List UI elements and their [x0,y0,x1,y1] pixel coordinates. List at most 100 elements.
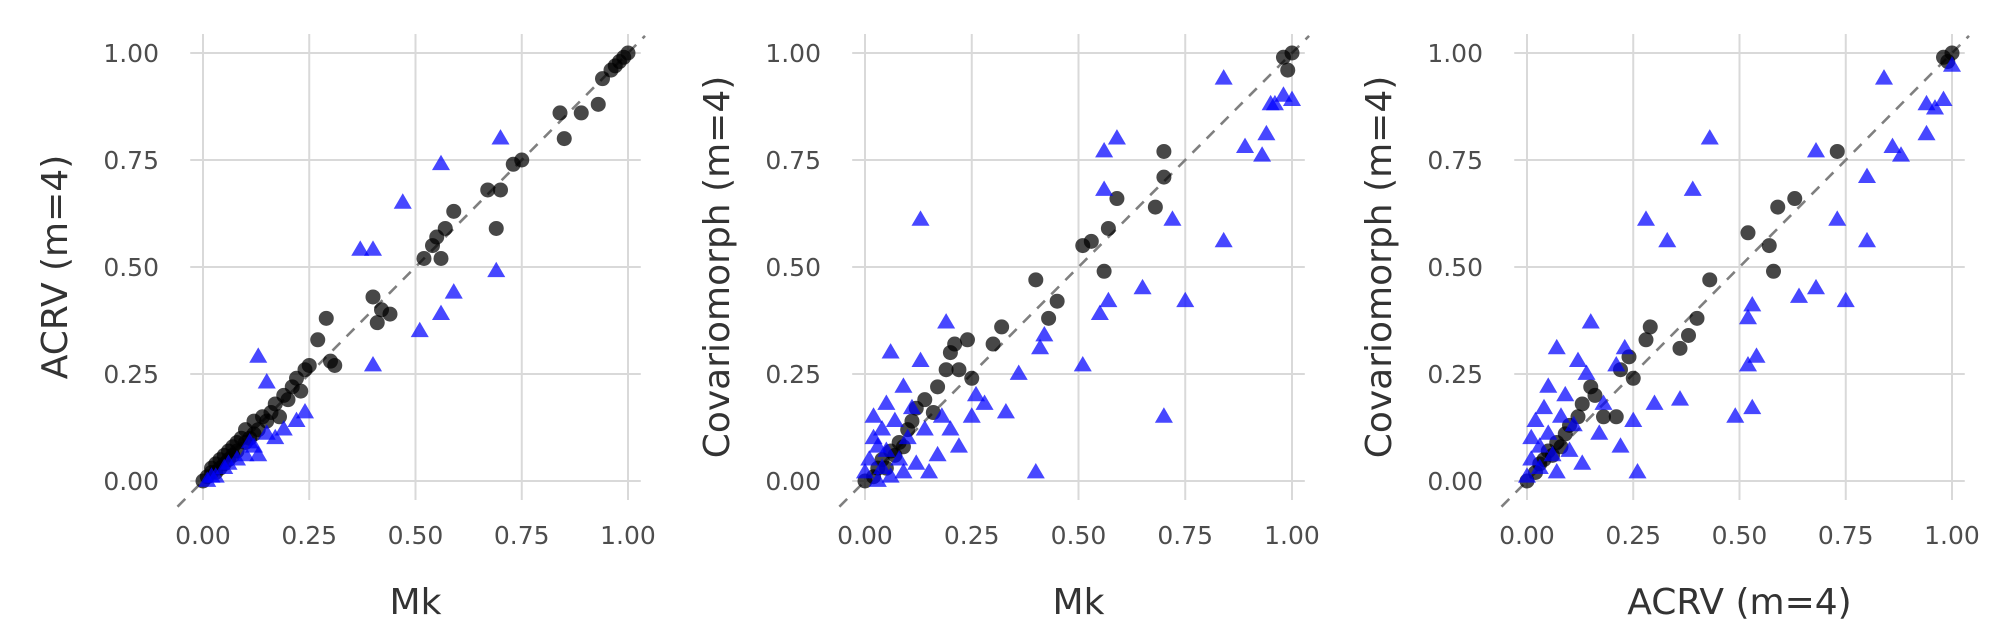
data-point-triangle [1789,287,1809,303]
data-point-circle [994,319,1010,335]
data-point-circle [947,336,963,352]
data-point-triangle [1590,424,1609,440]
y-tick-label: 0.50 [1427,253,1483,282]
data-point-circle [1156,169,1172,185]
data-point-circle [327,357,343,373]
data-point-circle [480,182,496,198]
data-point-circle [1740,225,1756,241]
data-point-circle [917,392,933,408]
y-tick-label: 0.75 [1427,146,1483,175]
data-point-triangle [1738,355,1758,372]
data-point-triangle [915,420,934,436]
x-tick-label: 0.00 [1499,521,1555,550]
data-point-triangle [894,377,913,393]
data-point-triangle [1543,445,1562,462]
data-point-triangle [1934,90,1953,106]
data-point-triangle [1517,467,1537,483]
data-point-circle [1625,370,1641,386]
data-point-triangle [1645,394,1664,410]
data-point-circle [1156,143,1172,159]
data-point-triangle [227,450,247,466]
data-point-triangle [491,129,510,145]
data-point-triangle [206,467,225,483]
data-point-triangle [1828,210,1847,226]
x-tick-label: 0.25 [944,521,1000,550]
data-point-triangle [1683,180,1702,196]
data-point-circle [293,383,309,399]
data-point-triangle [1806,141,1826,158]
data-point-triangle [937,313,956,329]
data-point-triangle [1547,462,1566,479]
data-point-circle [318,310,334,326]
data-point-triangle [1615,338,1634,355]
data-point-triangle [1522,450,1541,466]
panel-mk-vs-covariomorph: 0.00 0.25 0.50 0.75 1.00 0.00 0.25 0.50 0.75 1.00… [697,34,1320,623]
data-point-triangle [1031,338,1050,355]
data-point-triangle [257,373,276,389]
data-point-circle [930,379,946,395]
y-tick-label: 0.25 [103,360,159,389]
data-point-triangle [941,420,960,436]
data-point-triangle [1624,411,1643,427]
x-tick-label: 0.75 [1818,521,1874,550]
data-point-circle [1109,191,1125,207]
data-point-triangle [1573,454,1592,470]
data-point-triangle [1658,231,1677,248]
data-point-triangle [868,471,887,487]
blue-triangle-series [1517,56,1962,483]
data-point-triangle [1636,210,1656,226]
data-point-triangle [966,385,986,402]
data-point-triangle [928,445,947,462]
data-point-triangle [1577,364,1596,380]
data-point-triangle [1556,385,1575,402]
data-point-circle [280,392,296,408]
data-point-circle [1041,310,1057,326]
data-point-circle [590,96,606,112]
data-point-triangle [1522,428,1541,445]
data-point-triangle [1551,407,1571,423]
data-point-triangle [1883,137,1902,154]
data-point-triangle [1857,167,1877,184]
data-point-circle [1672,340,1688,356]
data-point-triangle [1874,69,1894,85]
data-point-triangle [249,445,268,462]
grid [1514,34,1965,500]
data-point-circle [959,332,975,348]
data-point-circle [1100,220,1116,236]
data-point-triangle [894,462,913,479]
data-point-circle [1284,45,1300,61]
data-point-triangle [898,428,917,445]
data-point-circle [1766,263,1781,279]
data-point-triangle [351,240,370,256]
data-point-triangle [1607,355,1626,372]
data-point-triangle [1107,129,1126,145]
data-point-triangle [274,420,293,436]
data-point-triangle [1568,351,1588,368]
data-point-circle [1638,332,1654,348]
data-point-triangle [1530,437,1549,453]
data-point-triangle [877,441,896,457]
data-point-triangle [1581,313,1600,329]
data-point-circle [1944,45,1960,61]
data-point-triangle [1265,94,1284,111]
blue-triangle-series [855,69,1302,487]
data-point-triangle [1564,415,1583,432]
data-point-circle [1574,396,1590,412]
data-point-triangle [1611,437,1630,453]
data-point-triangle [1530,458,1549,475]
data-point-circle [1028,272,1044,288]
data-point-triangle [877,394,896,410]
blue-triangle-series [198,129,510,487]
identity-reference-line [838,34,1311,508]
data-point-triangle [1738,308,1758,325]
data-point-triangle [363,355,383,372]
data-point-triangle [1539,377,1558,393]
y-tick-label: 0.50 [103,253,159,282]
panel-acrv-vs-covariomorph: 0.00 0.25 0.50 0.75 1.00 0.00 0.25 0.50 0.75 1.00… [1359,34,1980,623]
x-axis-title: ACRV (m=4) [1627,582,1851,623]
x-tick-label: 0.00 [837,521,893,550]
y-axis-title: ACRV (m=4) [35,155,76,379]
data-point-circle [488,220,504,236]
x-tick-label: 0.25 [1605,521,1661,550]
data-point-triangle [962,407,981,423]
